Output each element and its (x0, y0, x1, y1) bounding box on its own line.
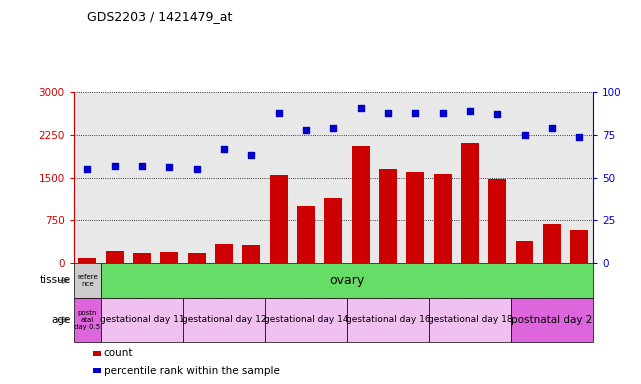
Bar (406, 172, 424, 263)
Bar (188, 253, 206, 263)
Bar (78, 258, 96, 263)
Bar (324, 197, 342, 263)
Bar (570, 230, 588, 263)
Text: gestational day 11: gestational day 11 (100, 315, 185, 324)
Point (356, 104, 366, 111)
Text: postnatal day 2: postnatal day 2 (512, 314, 593, 325)
Bar (488, 179, 506, 263)
Point (492, 111, 503, 118)
Text: refere
nce: refere nce (77, 274, 98, 287)
Text: gestational day 14: gestational day 14 (263, 315, 348, 324)
Bar (183, 298, 265, 342)
Text: ovary: ovary (329, 274, 365, 287)
Point (219, 146, 229, 152)
Text: postn
atal
day 0.5: postn atal day 0.5 (74, 310, 101, 330)
Bar (93, 351, 101, 356)
Text: GDS2203 / 1421479_at: GDS2203 / 1421479_at (87, 10, 232, 23)
Text: percentile rank within the sample: percentile rank within the sample (104, 366, 279, 376)
Bar (270, 175, 288, 263)
Bar (133, 253, 151, 263)
Bar (74, 263, 101, 298)
Point (574, 134, 585, 140)
Bar (215, 244, 233, 263)
Point (438, 109, 448, 116)
Point (547, 125, 557, 131)
Bar (101, 298, 183, 342)
Bar (543, 224, 561, 263)
Bar (516, 242, 533, 263)
Text: count: count (104, 348, 133, 358)
Point (274, 109, 284, 116)
Point (410, 109, 420, 116)
Bar (297, 206, 315, 263)
Bar (461, 143, 479, 263)
Point (192, 166, 202, 172)
Point (519, 132, 529, 138)
Bar (160, 252, 178, 263)
Point (82, 166, 92, 172)
Bar (511, 298, 593, 342)
Bar (74, 298, 101, 342)
Text: gestational day 12: gestational day 12 (182, 315, 266, 324)
Point (246, 152, 256, 159)
Text: gestational day 18: gestational day 18 (428, 315, 512, 324)
Point (110, 162, 120, 169)
Text: gestational day 16: gestational day 16 (345, 315, 430, 324)
Bar (434, 174, 451, 263)
Bar (242, 245, 260, 263)
Bar (106, 250, 124, 263)
Bar (93, 368, 101, 373)
Bar (429, 298, 511, 342)
Text: age: age (51, 314, 71, 325)
Bar (352, 146, 369, 263)
Point (465, 108, 475, 114)
Point (137, 162, 147, 169)
Point (164, 164, 174, 170)
Point (301, 127, 311, 133)
Bar (379, 169, 397, 263)
Bar (265, 298, 347, 342)
Point (328, 125, 338, 131)
Bar (347, 298, 429, 342)
Point (383, 109, 393, 116)
Text: tissue: tissue (39, 275, 71, 285)
